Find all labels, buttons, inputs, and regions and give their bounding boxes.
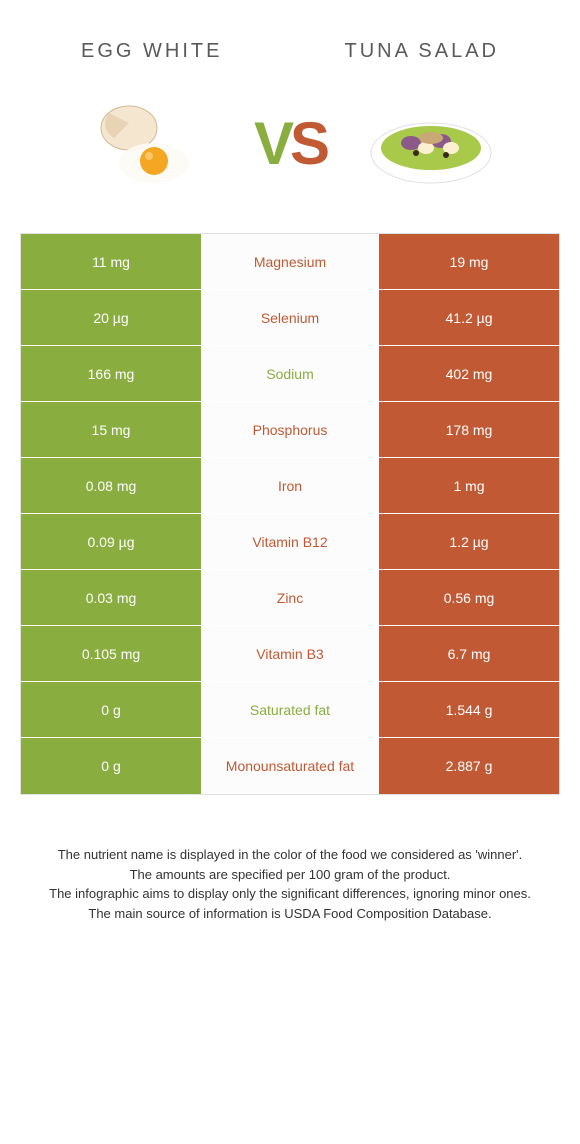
table-row: 0.09 µgVitamin B121.2 µg: [21, 514, 559, 570]
nutrient-name: Vitamin B3: [201, 626, 379, 681]
vs-v: V: [254, 109, 290, 178]
food-title-left: Egg white: [81, 40, 222, 63]
value-right: 41.2 µg: [379, 290, 559, 345]
table-row: 0.105 mgVitamin B36.7 mg: [21, 626, 559, 682]
comparison-table: 11 mgMagnesium19 mg20 µgSelenium41.2 µg1…: [20, 233, 560, 795]
nutrient-name: Saturated fat: [201, 682, 379, 737]
table-row: 0.03 mgZinc0.56 mg: [21, 570, 559, 626]
value-right: 1.544 g: [379, 682, 559, 737]
value-right: 178 mg: [379, 402, 559, 457]
footer-line-3: The infographic aims to display only the…: [30, 884, 550, 904]
nutrient-name: Selenium: [201, 290, 379, 345]
table-row: 0 gSaturated fat1.544 g: [21, 682, 559, 738]
table-row: 11 mgMagnesium19 mg: [21, 234, 559, 290]
nutrient-name: Phosphorus: [201, 402, 379, 457]
nutrient-name: Zinc: [201, 570, 379, 625]
value-right: 1.2 µg: [379, 514, 559, 569]
value-left: 20 µg: [21, 290, 201, 345]
footer-line-2: The amounts are specified per 100 gram o…: [30, 865, 550, 885]
nutrient-name: Vitamin B12: [201, 514, 379, 569]
value-right: 402 mg: [379, 346, 559, 401]
tuna-salad-image: [366, 93, 496, 193]
vs-label: VS: [254, 109, 326, 178]
footer-line-1: The nutrient name is displayed in the co…: [30, 845, 550, 865]
value-right: 19 mg: [379, 234, 559, 289]
header: Egg white Tuna salad: [20, 40, 560, 63]
table-row: 0.08 mgIron1 mg: [21, 458, 559, 514]
footer-line-4: The main source of information is USDA F…: [30, 904, 550, 924]
value-left: 0 g: [21, 682, 201, 737]
value-left: 0.08 mg: [21, 458, 201, 513]
table-row: 166 mgSodium402 mg: [21, 346, 559, 402]
vs-s: S: [290, 109, 326, 178]
food-title-right: Tuna salad: [345, 40, 499, 63]
nutrient-name: Magnesium: [201, 234, 379, 289]
footer-notes: The nutrient name is displayed in the co…: [20, 845, 560, 923]
value-left: 166 mg: [21, 346, 201, 401]
value-left: 0.09 µg: [21, 514, 201, 569]
value-right: 1 mg: [379, 458, 559, 513]
vs-row: VS: [20, 93, 560, 193]
value-left: 0.105 mg: [21, 626, 201, 681]
value-left: 11 mg: [21, 234, 201, 289]
egg-white-image: [84, 93, 214, 193]
table-row: 20 µgSelenium41.2 µg: [21, 290, 559, 346]
value-left: 0 g: [21, 738, 201, 794]
value-right: 2.887 g: [379, 738, 559, 794]
value-left: 15 mg: [21, 402, 201, 457]
nutrient-name: Sodium: [201, 346, 379, 401]
value-left: 0.03 mg: [21, 570, 201, 625]
value-right: 6.7 mg: [379, 626, 559, 681]
table-row: 15 mgPhosphorus178 mg: [21, 402, 559, 458]
table-row: 0 gMonounsaturated fat2.887 g: [21, 738, 559, 794]
nutrient-name: Monounsaturated fat: [201, 738, 379, 794]
nutrient-name: Iron: [201, 458, 379, 513]
value-right: 0.56 mg: [379, 570, 559, 625]
